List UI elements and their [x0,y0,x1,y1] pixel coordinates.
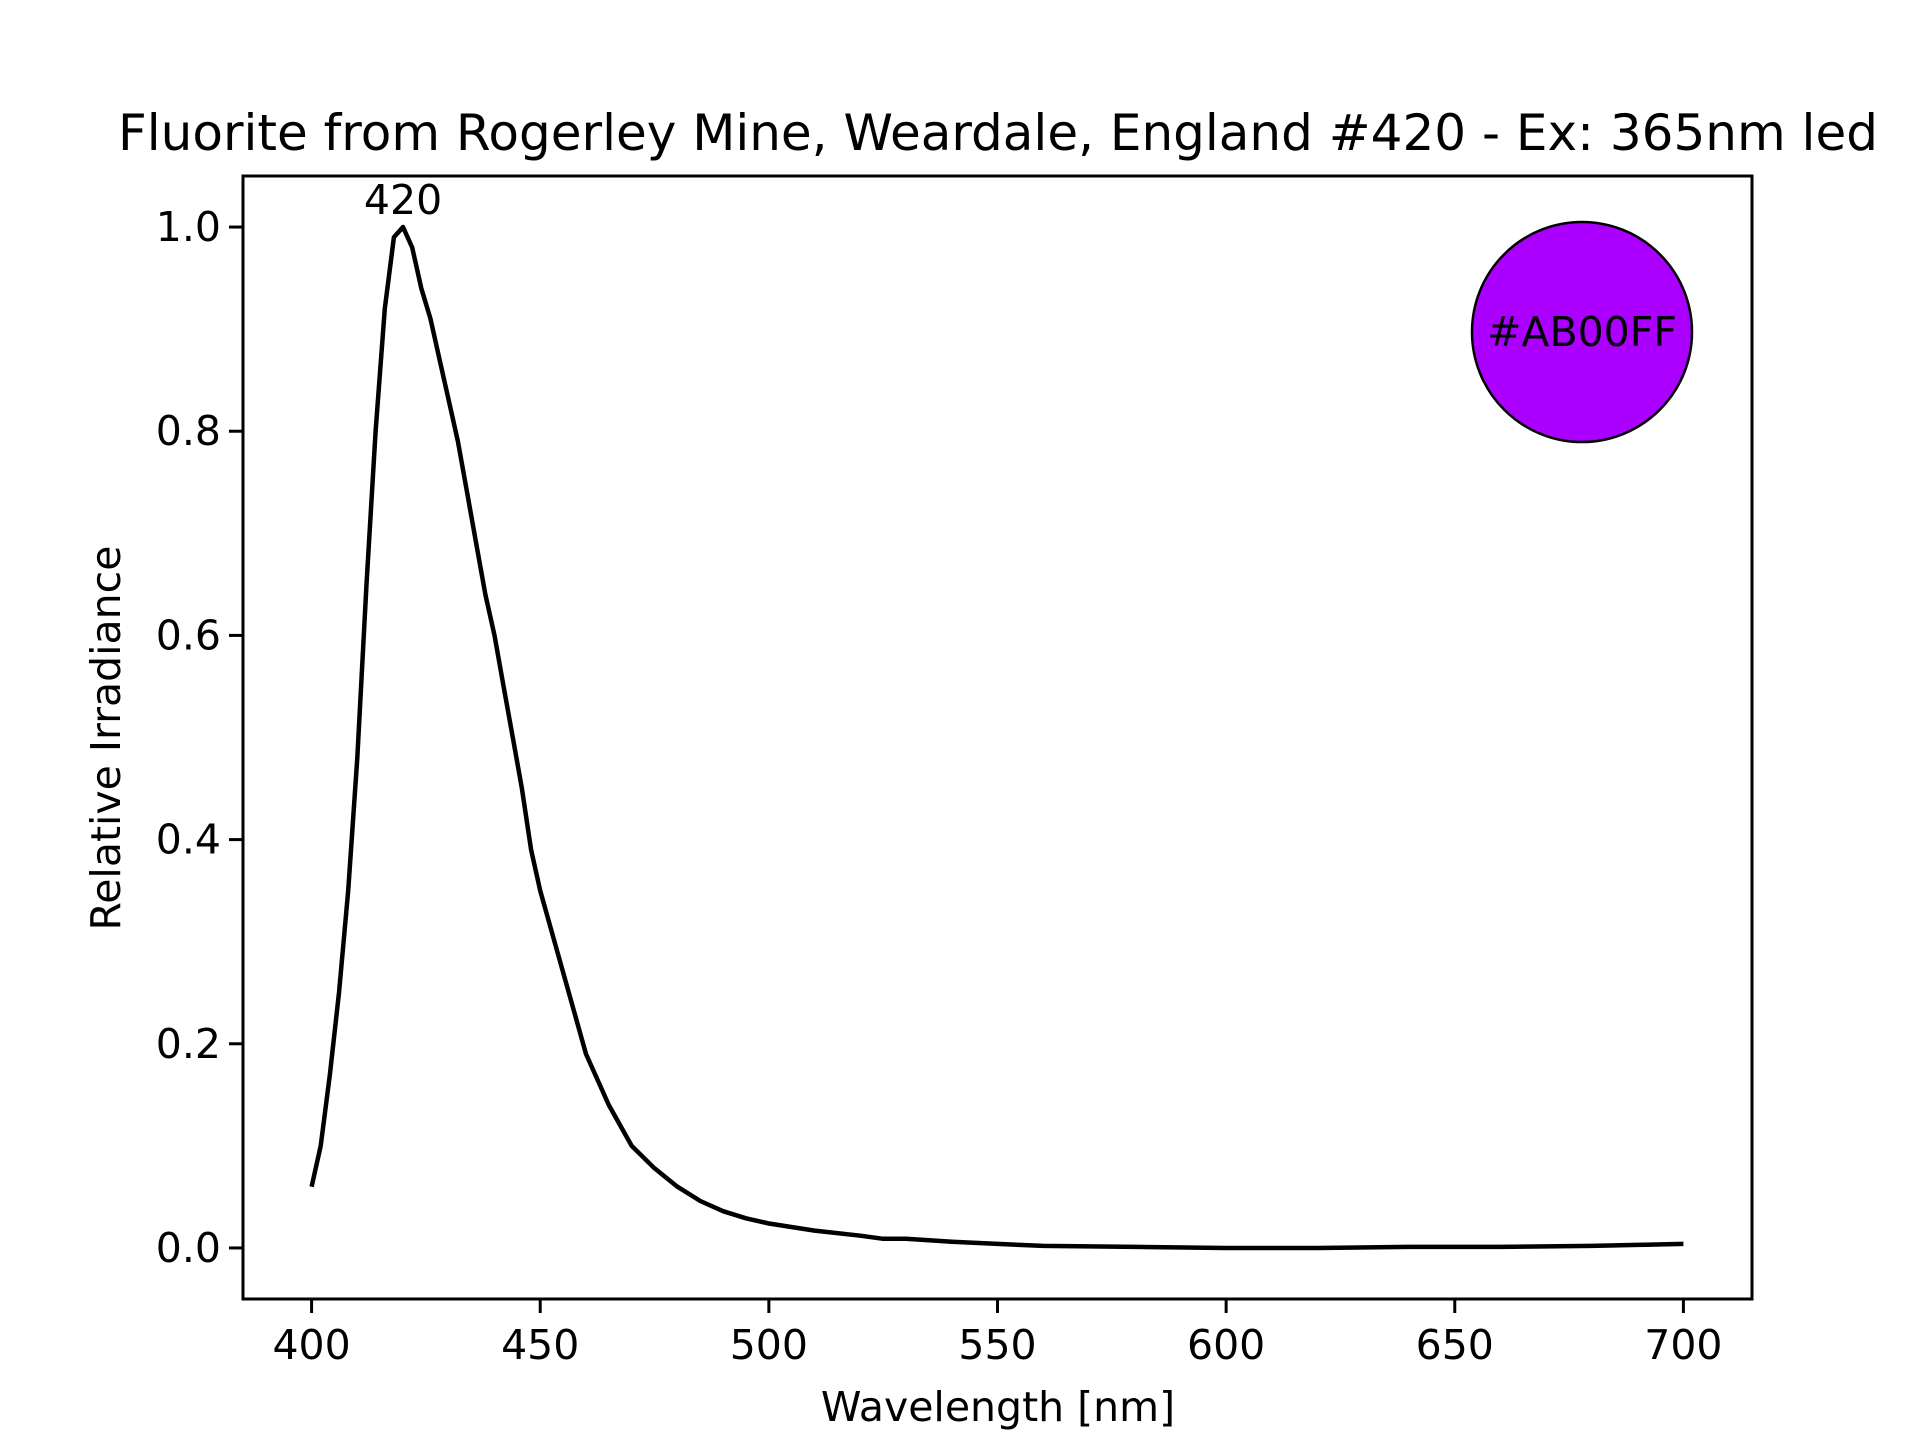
line-series [309,224,1684,1251]
y-tick-label: 0.8 [156,407,221,455]
x-tick-label: 600 [1187,1321,1265,1369]
color-swatch [1470,220,1694,444]
x-tick-label: 650 [1416,1321,1494,1369]
y-tick-label: 0.0 [156,1224,221,1272]
x-axis-label: Wavelength [nm] [821,1383,1175,1431]
y-tick-label: 0.2 [156,1020,221,1068]
x-tick-label: 400 [272,1321,350,1369]
axes-frame [241,174,1754,1301]
x-tick-label: 550 [958,1321,1036,1369]
x-tick-label: 450 [501,1321,579,1369]
x-tick-label: 500 [730,1321,808,1369]
y-tick-label: 0.6 [156,611,221,659]
y-axis-label: Relative Irradiance [82,546,130,931]
y-tick-label: 1.0 [156,203,221,251]
y-tick-label: 0.4 [156,816,221,864]
x-tick-label: 700 [1644,1321,1722,1369]
chart-title: Fluorite from Rogerley Mine, Weardale, E… [118,104,1878,162]
swatch-label: #AB00FF [1487,308,1677,356]
annotation: 420 [364,176,442,224]
